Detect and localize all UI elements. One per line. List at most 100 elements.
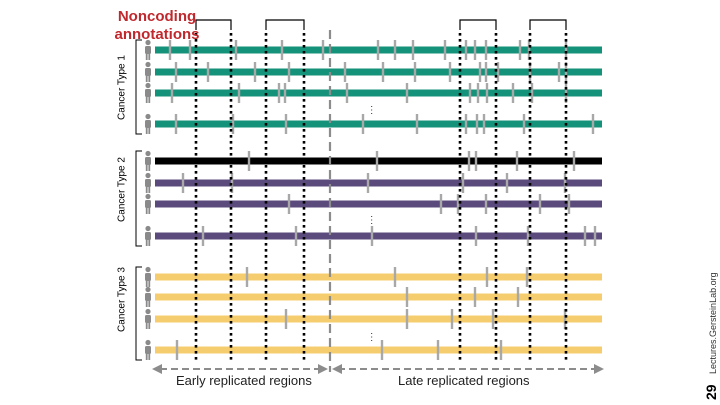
mutation-tick-3-4 (283, 83, 287, 103)
person-head-8 (145, 225, 151, 232)
person-body-3 (145, 89, 151, 97)
person-icon-9 (145, 266, 151, 287)
person-head-6 (145, 172, 151, 179)
person-body-1 (145, 46, 151, 54)
group-label-cancer-type-2: Cancer Type 2 (116, 157, 128, 222)
person-leg-right-3 (148, 96, 151, 103)
mutation-tick-8-3 (370, 226, 374, 246)
mutation-tick-1-11 (473, 40, 477, 60)
person-leg-left-5 (145, 164, 148, 171)
mutation-tick-5-2 (375, 151, 379, 171)
noncoding-annotations-title: Noncoding annotations (92, 8, 222, 44)
mutation-tick-5-4 (474, 151, 478, 171)
track-bar-9 (155, 273, 602, 281)
person-head-2 (145, 61, 151, 68)
track-bar-6 (155, 179, 602, 187)
mutation-tick-2-8 (448, 62, 452, 82)
person-head-3 (145, 82, 151, 89)
mutation-tick-10-2 (473, 287, 477, 307)
mutation-tick-6-4 (461, 173, 465, 193)
mutation-tick-4-2 (231, 114, 235, 134)
person-leg-right-6 (148, 186, 151, 193)
group-brace-1 (135, 39, 142, 135)
mutation-tick-2-14 (564, 62, 568, 82)
mutation-tick-1-10 (464, 40, 468, 60)
mutation-tick-12-1 (175, 340, 179, 360)
mutation-tick-8-5 (526, 226, 530, 246)
mutation-tick-11-4 (491, 309, 495, 329)
mutation-tick-2-9 (478, 62, 482, 82)
mutation-tick-12-3 (436, 340, 440, 360)
person-body-11 (145, 315, 151, 323)
person-head-4 (145, 113, 151, 120)
mutation-tick-11-1 (284, 309, 288, 329)
mutation-tick-2-7 (413, 62, 417, 82)
person-leg-left-11 (145, 322, 148, 329)
late-arrow-left-head (332, 364, 342, 374)
mutation-tick-3-3 (277, 83, 281, 103)
mutation-tick-6-5 (505, 173, 509, 193)
mutation-tick-7-6 (567, 194, 571, 214)
person-leg-left-9 (145, 280, 148, 287)
ellipses: ……… (368, 105, 380, 343)
track-bar-2 (155, 68, 602, 76)
mutation-tick-1-9 (443, 40, 447, 60)
mutation-tick-2-12 (528, 62, 532, 82)
mutation-tick-3-1 (170, 83, 174, 103)
mutation-tick-8-2 (294, 226, 298, 246)
mutation-tick-3-2 (237, 83, 241, 103)
person-icon-12 (145, 339, 151, 360)
track-bar-8 (155, 232, 602, 240)
mutation-tick-11-3 (450, 309, 454, 329)
mutation-tick-2-2 (206, 62, 210, 82)
person-leg-left-8 (145, 239, 148, 246)
mutation-tick-4-10 (591, 114, 595, 134)
mutation-tick-9-1 (245, 267, 249, 287)
mutation-tick-2-1 (174, 62, 178, 82)
person-icon-10 (145, 286, 151, 307)
track-bar-4 (155, 120, 602, 128)
mutation-tick-1-7 (393, 40, 397, 60)
early-arrow-left-head (152, 364, 162, 374)
mutation-tick-1-3 (234, 40, 238, 60)
mutation-tick-2-11 (496, 62, 500, 82)
mutation-tick-1-15 (564, 40, 568, 60)
person-body-9 (145, 273, 151, 281)
mutation-tick-1-5 (321, 40, 325, 60)
mutation-tick-3-9 (485, 83, 489, 103)
mutation-tick-2-4 (287, 62, 291, 82)
mutation-tick-8-1 (201, 226, 205, 246)
annotation-bracket-3 (459, 19, 497, 30)
person-head-1 (145, 39, 151, 46)
early-arrow-right-head (318, 364, 328, 374)
track-bar-10 (155, 293, 602, 301)
mutation-tick-5-6 (572, 151, 576, 171)
mutation-tick-1-1 (168, 40, 172, 60)
person-head-11 (145, 308, 151, 315)
group-braces (135, 39, 142, 361)
mutation-tick-1-4 (280, 40, 284, 60)
person-leg-left-2 (145, 75, 148, 82)
patient-icons (145, 39, 151, 360)
person-icon-4 (145, 113, 151, 134)
person-head-10 (145, 286, 151, 293)
mutation-tick-5-5 (515, 151, 519, 171)
person-body-2 (145, 68, 151, 76)
mutation-tick-7-4 (484, 194, 488, 214)
person-icon-2 (145, 61, 151, 82)
late-arrow-right-head (594, 364, 604, 374)
ellipsis-1: … (368, 105, 380, 116)
mutation-tick-1-12 (484, 40, 488, 60)
mutation-tick-5-3 (467, 151, 471, 171)
person-icon-3 (145, 82, 151, 103)
mutation-tick-2-13 (557, 62, 561, 82)
mutation-tick-4-1 (174, 114, 178, 134)
track-bar-7 (155, 200, 602, 208)
person-leg-right-2 (148, 75, 151, 82)
person-leg-right-4 (148, 127, 151, 134)
mutation-tick-1-2 (188, 40, 192, 60)
mutation-tick-3-6 (405, 83, 409, 103)
person-icon-11 (145, 308, 151, 329)
mutation-tick-5-1 (247, 151, 251, 171)
